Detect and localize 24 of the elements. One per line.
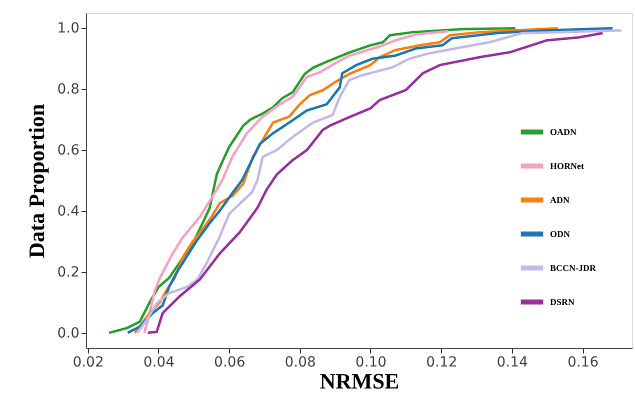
x-tick-label: 0.16 [567, 354, 599, 370]
y-tick-label: 0.4 [57, 203, 80, 220]
x-tick-label: 0.14 [496, 354, 528, 370]
line-series [143, 30, 450, 334]
x-tick-label: 0.02 [72, 354, 104, 370]
legend-label: DSRN [550, 297, 576, 307]
x-tick-label: 0.06 [214, 354, 246, 370]
x-tick-label: 0.08 [284, 354, 316, 370]
legend-label: HORNet [550, 161, 584, 171]
legend-label: ODN [550, 229, 570, 239]
x-axis-title: NRMSE [320, 368, 400, 394]
legend-label: BCCN-JDR [550, 263, 596, 273]
legend-label: ADN [550, 195, 570, 205]
y-tick-label: 0.0 [57, 325, 80, 342]
x-tick-label: 0.12 [426, 354, 458, 370]
legend-label: OADN [550, 127, 577, 137]
y-tick-label: 0.8 [57, 82, 80, 98]
x-tick-label: 0.04 [143, 354, 175, 370]
y-tick-label: 0.2 [57, 264, 80, 280]
y-tick-label: 1.0 [57, 20, 80, 37]
y-tick-label: 0.6 [57, 142, 80, 159]
x-tick-label: 0.10 [355, 354, 387, 370]
y-axis-title: Data Proportion [24, 104, 50, 258]
line-series [108, 26, 517, 334]
